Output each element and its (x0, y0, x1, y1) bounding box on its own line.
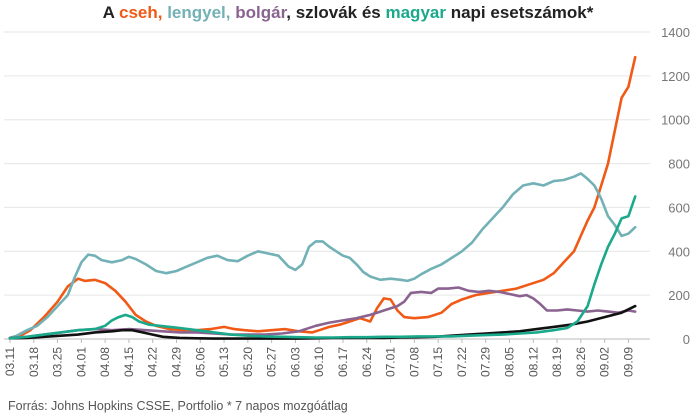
x-tick-label: 09.02 (598, 347, 612, 377)
x-tick-label: 07.01 (384, 347, 398, 377)
x-tick-label: 08.26 (574, 347, 588, 377)
y-axis: 0 200 400 600 800 1000 1200 1400 (661, 25, 690, 347)
y-tick-label: 800 (668, 157, 690, 172)
x-tick-label: 06.03 (288, 347, 302, 377)
title-part: lengyel, (167, 3, 236, 22)
title-part: magyar (385, 3, 446, 22)
x-tick-label: 06.10 (312, 347, 326, 377)
x-tick-label: 03.11 (3, 347, 17, 376)
x-tick-label: 03.25 (51, 347, 65, 377)
y-tick-label: 600 (668, 200, 690, 215)
x-tick-label: 04.22 (146, 347, 160, 377)
x-tick-label: 04.01 (74, 347, 88, 377)
x-tick-label: 07.15 (431, 347, 445, 377)
x-tick-label: 09.09 (621, 347, 635, 377)
x-tick-label: 07.29 (479, 347, 493, 377)
y-tick-label: 1400 (661, 25, 690, 40)
title-part: bolgár (235, 3, 287, 22)
series-line-lengyel (8, 172, 637, 340)
series-line-szlovák (8, 304, 637, 340)
x-tick-label: 04.29 (169, 347, 183, 377)
x-tick-label: 05.27 (265, 347, 279, 377)
title-part: A (102, 3, 119, 22)
x-tick-label: 06.17 (336, 347, 350, 377)
y-tick-label: 1200 (661, 69, 690, 84)
x-tick-label: 07.08 (407, 347, 421, 377)
gridlines (4, 31, 650, 340)
x-tick-label: 04.08 (98, 347, 112, 377)
source-note: Forrás: Johns Hopkins CSSE, Portfolio * … (8, 399, 348, 413)
x-tick-label: 05.20 (241, 347, 255, 377)
y-tick-label: 400 (668, 244, 690, 259)
series-lines (8, 55, 637, 340)
title-part: cseh, (119, 3, 168, 22)
series-line-bolgár (8, 286, 637, 340)
series-line-magyar (8, 195, 637, 340)
y-tick-label: 1000 (661, 113, 690, 128)
title-part: , szlovák és (286, 3, 386, 22)
x-tick-label: 08.12 (526, 347, 540, 377)
y-tick-label: 200 (668, 288, 690, 303)
x-tick-label: 07.22 (455, 347, 469, 377)
y-tick-label: 0 (683, 332, 690, 347)
chart-title: A cseh, lengyel, bolgár, szlovák és magy… (0, 3, 696, 23)
x-tick-label: 08.19 (550, 347, 564, 377)
series-line-cseh (8, 55, 637, 340)
x-tick-label: 04.15 (122, 347, 136, 377)
x-tick-label: 05.13 (217, 347, 231, 377)
title-part: napi esetszámok* (445, 3, 594, 22)
x-axis: 03.11 03.18 03.25 04.01 04.08 04.15 04.22 04.29… (3, 339, 635, 377)
x-tick-label: 03.18 (27, 347, 41, 377)
x-tick-label: 08.05 (502, 347, 516, 377)
x-tick-label: 06.24 (360, 347, 374, 377)
x-tick-label: 05.06 (193, 347, 207, 377)
